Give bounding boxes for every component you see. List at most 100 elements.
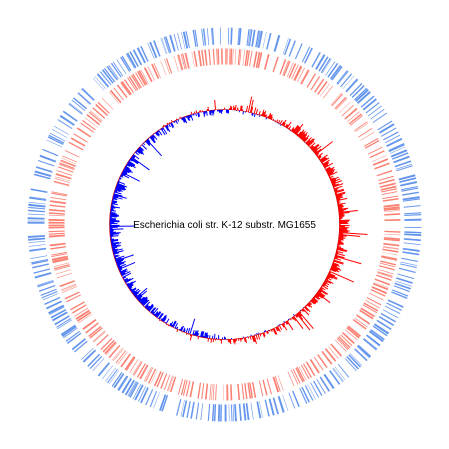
reverse-gene-mark: [334, 96, 347, 110]
forward-gene-mark: [230, 27, 233, 45]
forward-gene-mark: [292, 390, 300, 408]
reverse-gene-mark: [348, 325, 362, 336]
reverse-gene-mark: [277, 375, 284, 391]
reverse-gene-mark: [371, 155, 387, 162]
reverse-gene-mark: [129, 359, 139, 373]
reverse-gene-mark: [88, 111, 102, 123]
reverse-gene-mark: [293, 65, 303, 81]
forward-gene-mark: [403, 238, 421, 242]
forward-gene-mark: [161, 394, 169, 412]
reverse-gene-mark: [182, 53, 187, 70]
reverse-gene-mark: [48, 224, 65, 227]
forward-gene-mark: [47, 136, 64, 146]
forward-gene-mark: [370, 329, 385, 341]
forward-gene-mark: [99, 71, 112, 86]
reverse-gene-mark: [212, 384, 215, 401]
forward-gene-mark: [250, 402, 254, 420]
forward-gene-mark: [356, 91, 371, 104]
reverse-gene-mark: [197, 50, 202, 67]
forward-gene-mark: [186, 401, 191, 419]
reverse-gene-mark: [373, 281, 389, 288]
reverse-gene-mark: [381, 255, 398, 261]
reverse-gene-mark: [136, 363, 146, 378]
forward-gene-mark: [207, 403, 211, 421]
reverse-gene-mark: [383, 238, 400, 242]
reverse-gene-mark: [230, 384, 233, 401]
reverse-gene-mark: [382, 248, 399, 253]
reverse-gene-mark: [341, 104, 355, 117]
reverse-gene-mark: [372, 282, 389, 291]
forward-gene-mark: [61, 325, 77, 338]
forward-gene-mark: [395, 280, 412, 287]
forward-gene-mark: [348, 354, 362, 368]
reverse-gene-mark: [383, 203, 400, 208]
forward-gene-mark: [392, 289, 409, 297]
reverse-gene-mark: [116, 84, 128, 99]
reverse-gene-mark: [309, 358, 320, 374]
forward-gene-mark: [228, 404, 230, 422]
reverse-gene-mark: [346, 326, 360, 339]
reverse-gene-mark: [258, 380, 264, 397]
forward-gene-mark: [334, 366, 346, 381]
forward-gene-mark: [363, 338, 378, 350]
reverse-gene-mark: [180, 53, 186, 70]
reverse-gene-mark: [368, 292, 384, 301]
forward-gene-mark: [401, 185, 418, 191]
reverse-gene-mark: [352, 318, 367, 330]
reverse-gene-mark: [321, 350, 333, 365]
forward-gene-mark: [63, 327, 78, 339]
reverse-gene-mark: [52, 258, 69, 264]
reverse-gene-mark: [177, 378, 184, 395]
forward-gene-mark: [246, 28, 250, 46]
forward-gene-mark: [62, 110, 78, 122]
forward-gene-mark: [354, 348, 368, 362]
reverse-gene-mark: [234, 48, 237, 65]
forward-gene-mark: [161, 37, 168, 54]
forward-gene-mark: [378, 123, 395, 134]
reverse-gene-mark: [80, 122, 95, 133]
reverse-gene-mark: [85, 322, 99, 334]
reverse-gene-mark: [279, 59, 287, 75]
reverse-gene-mark: [68, 141, 84, 151]
reverse-gene-mark: [48, 234, 65, 238]
reverse-gene-mark: [139, 364, 149, 380]
forward-gene-mark: [299, 387, 308, 404]
reverse-gene-mark: [366, 297, 382, 306]
forward-gene-mark: [342, 75, 355, 89]
reverse-gene-mark: [384, 233, 401, 236]
forward-gene-mark: [202, 28, 207, 46]
forward-gene-mark: [368, 330, 384, 343]
forward-gene-mark: [230, 404, 233, 422]
forward-gene-mark: [37, 279, 54, 286]
reverse-gene-mark: [177, 54, 182, 71]
forward-gene-mark: [256, 401, 262, 419]
forward-gene-mark: [402, 196, 420, 201]
forward-gene-mark: [113, 373, 125, 389]
reverse-gene-mark: [182, 379, 188, 396]
reverse-gene-mark: [244, 49, 249, 66]
forward-gene-mark: [404, 233, 422, 237]
forward-gene-mark: [325, 61, 336, 76]
forward-gene-mark: [94, 76, 107, 90]
forward-gene-mark: [51, 311, 68, 322]
forward-gene-mark: [400, 263, 417, 269]
reverse-gene-mark: [104, 341, 117, 355]
forward-gene-mark: [31, 259, 49, 265]
reverse-gene-mark: [84, 117, 98, 128]
reverse-gene-mark: [374, 162, 390, 170]
reverse-gene-mark: [282, 60, 289, 76]
reverse-gene-mark: [320, 83, 330, 97]
reverse-gene-mark: [242, 49, 245, 66]
reverse-gene-mark: [322, 85, 334, 99]
forward-gene-mark: [49, 306, 65, 315]
forward-gene-mark: [116, 59, 127, 74]
reverse-gene-mark: [314, 78, 325, 93]
reverse-gene-mark: [359, 309, 374, 320]
reverse-gene-mark: [128, 76, 139, 91]
reverse-gene-mark: [56, 170, 73, 176]
reverse-gene-mark: [335, 97, 348, 110]
reverse-gene-mark: [295, 66, 303, 82]
reverse-gene-mark: [64, 291, 80, 300]
forward-gene-mark: [127, 381, 137, 397]
forward-gene-mark: [378, 316, 395, 326]
